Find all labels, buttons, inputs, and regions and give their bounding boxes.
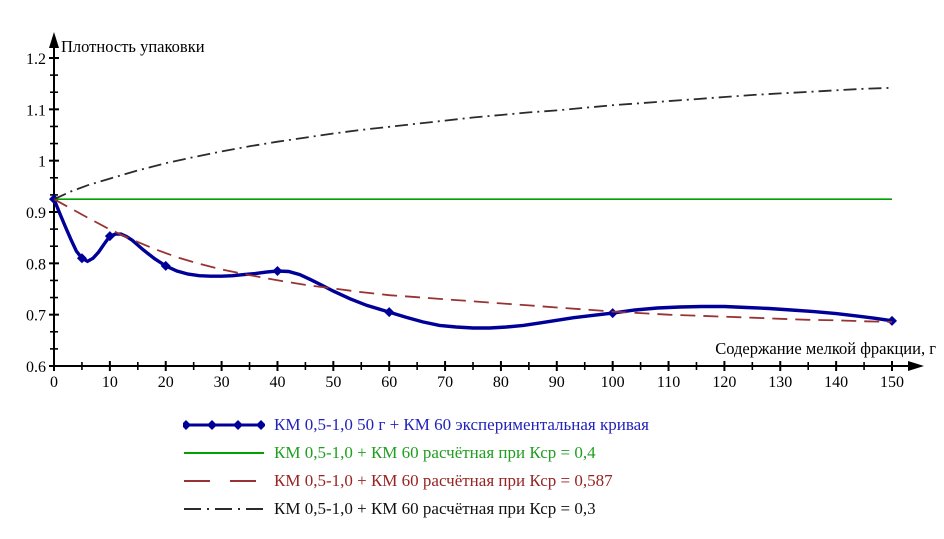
legend-marker-icon [207,420,217,430]
y-tick-label: 1.2 [26,51,46,68]
legend-marker-icon [233,420,243,430]
x-tick-label: 60 [381,374,397,391]
x-tick-label: 90 [549,374,565,391]
legend-swatch-ksr-0-587-icon [184,480,264,482]
series-marker-0 [76,253,87,264]
x-tick-label: 130 [768,374,792,391]
y-tick-label: 0.8 [26,256,46,273]
x-tick-label: 10 [102,374,118,391]
y-axis-arrow-icon [49,32,59,48]
series-marker-0 [160,260,171,271]
x-tick-label: 100 [601,374,625,391]
x-tick-label: 110 [657,374,680,391]
y-tick-label: 0.7 [26,308,46,325]
series-line-2 [53,198,893,323]
y-tick-label: 1.1 [26,102,46,119]
legend-label-experimental: КМ 0,5-1,0 50 г + КМ 60 экспериментальна… [274,415,650,434]
legend-item-experimental: КМ 0,5-1,0 50 г + КМ 60 экспериментальна… [183,411,649,439]
legend-swatch-experimental-icon [183,420,265,430]
y-tick-label: 0.6 [26,359,46,376]
x-axis-arrow-icon [908,361,924,371]
x-tick-label: 40 [269,374,285,391]
y-tick-label: 0.9 [26,205,46,222]
y-axis-title: Плотность упаковки [61,37,205,56]
legend-marker-icon [183,420,191,430]
series-marker-0 [104,231,115,242]
x-tick-label: 70 [437,374,453,391]
y-tick-label: 1 [38,154,46,171]
legend-swatch-ksr-0-4-icon [184,452,264,454]
series-marker-0 [384,307,395,318]
x-tick-label: 120 [712,374,736,391]
x-tick-label: 50 [325,374,341,391]
series-marker-0 [887,315,897,326]
series-marker-0 [607,308,618,319]
legend-label-ksr-0-3: КМ 0,5-1,0 + КМ 60 расчётная при Кср = 0… [274,499,596,518]
x-tick-label: 140 [824,374,848,391]
x-axis-title: Содержание мелкой фракции, г [715,339,936,358]
series-line-0 [52,198,893,330]
x-tick-label: 20 [158,374,174,391]
legend-label-ksr-0-4: КМ 0,5-1,0 + КМ 60 расчётная при Кср = 0… [274,443,596,462]
x-tick-label: 0 [50,374,58,391]
legend-item-ksr-0-4: КМ 0,5-1,0 + КМ 60 расчётная при Кср = 0… [183,439,649,467]
legend-item-ksr-0-3: КМ 0,5-1,0 + КМ 60 расчётная при Кср = 0… [183,495,649,523]
legend: КМ 0,5-1,0 50 г + КМ 60 экспериментальна… [183,411,649,523]
series-marker-0 [272,266,283,277]
legend-label-ksr-0-587: КМ 0,5-1,0 + КМ 60 расчётная при Кср = 0… [274,471,613,490]
x-tick-label: 80 [493,374,509,391]
x-tick-label: 30 [214,374,230,391]
x-tick-label: 150 [880,374,904,391]
legend-swatch-ksr-0-3-icon [184,508,264,510]
series-line-3 [53,86,893,201]
legend-item-ksr-0-587: КМ 0,5-1,0 + КМ 60 расчётная при Кср = 0… [183,467,649,495]
legend-marker-icon [256,420,265,430]
